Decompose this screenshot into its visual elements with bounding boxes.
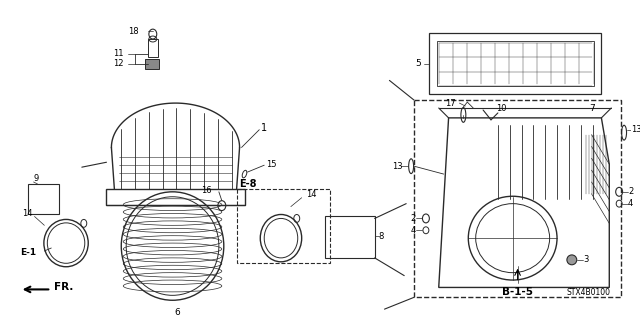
Bar [145, 59, 159, 69]
Bar [148, 39, 157, 57]
Bar [106, 189, 244, 204]
Text: 3: 3 [584, 255, 589, 264]
Bar [414, 100, 621, 297]
Text: 5: 5 [415, 59, 421, 68]
Bar [237, 189, 330, 263]
Text: E-8: E-8 [239, 179, 257, 189]
Text: 2: 2 [411, 214, 416, 223]
Text: 18: 18 [129, 26, 139, 36]
Bar [436, 41, 593, 86]
Text: 16: 16 [202, 186, 212, 195]
Bar [28, 184, 59, 213]
Text: E-1: E-1 [20, 249, 36, 257]
Text: 7: 7 [589, 104, 595, 113]
Text: B-1-5: B-1-5 [502, 287, 533, 297]
Text: 1: 1 [261, 123, 268, 133]
Text: 4: 4 [628, 199, 633, 208]
Text: 10: 10 [496, 104, 506, 113]
Text: STX4B0100: STX4B0100 [567, 288, 611, 297]
Text: 14: 14 [306, 190, 316, 199]
Text: 17: 17 [445, 99, 456, 108]
Text: 8: 8 [379, 232, 384, 241]
Text: 13: 13 [392, 162, 403, 171]
Text: 13: 13 [631, 125, 640, 134]
Text: 12: 12 [113, 59, 124, 68]
Text: 6: 6 [175, 308, 180, 316]
Text: 9: 9 [33, 174, 39, 182]
Bar [325, 217, 374, 258]
Text: 15: 15 [266, 160, 276, 169]
Text: 4: 4 [411, 226, 416, 235]
Text: 11: 11 [113, 49, 124, 58]
Text: 2: 2 [628, 187, 633, 196]
Text: 14: 14 [22, 209, 32, 218]
Ellipse shape [567, 255, 577, 265]
Bar [429, 33, 602, 94]
Text: FR.: FR. [54, 282, 74, 293]
